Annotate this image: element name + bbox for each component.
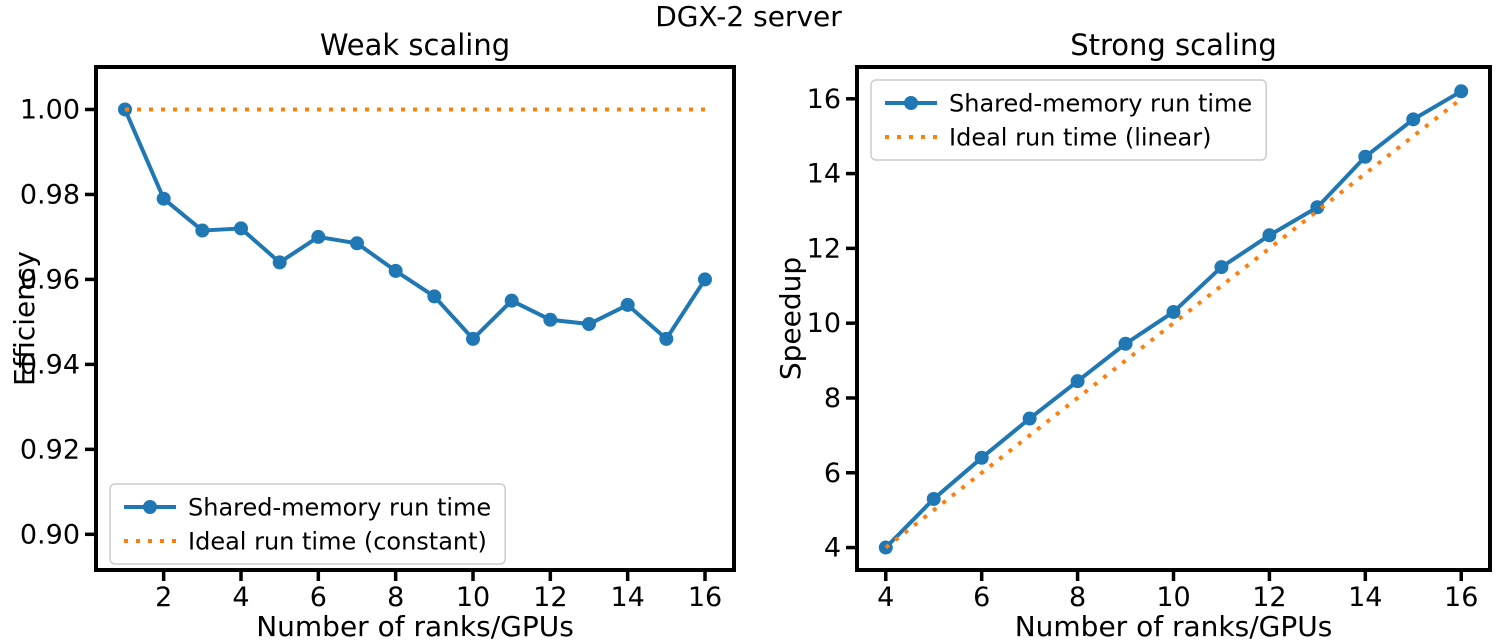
legend-label: Ideal run time (linear) xyxy=(949,124,1211,152)
data-point-marker xyxy=(1262,228,1277,243)
strong-scaling-plot: Strong scaling 4 6 8 10 12 14 16 4 6 8 10 12 14 16 Numb… xyxy=(774,28,1492,641)
subplot-title: Weak scaling xyxy=(320,28,510,62)
x-tick-label: 14 xyxy=(610,582,644,613)
y-tick-label: 4 xyxy=(824,533,841,564)
subplot-title: Strong scaling xyxy=(1070,28,1277,62)
legend: Shared-memory run time Ideal run time (co… xyxy=(109,483,506,565)
data-point-marker xyxy=(659,331,674,346)
y-tick-label: 0.98 xyxy=(20,179,80,210)
x-axis-label: Number of ranks/GPUs xyxy=(1015,610,1333,641)
y-tick-label: 0.94 xyxy=(20,349,80,380)
legend: Shared-memory run time Ideal run time (li… xyxy=(870,79,1267,161)
legend-label: Shared-memory run time xyxy=(949,90,1252,118)
y-tick-label: 16 xyxy=(807,84,841,115)
legend-box xyxy=(109,483,506,565)
x-tick-label: 10 xyxy=(456,582,490,613)
data-point-marker xyxy=(1358,149,1373,164)
y-tick-label: 0.96 xyxy=(20,264,80,295)
data-point-marker xyxy=(1406,112,1421,127)
data-point-marker xyxy=(466,331,480,346)
legend-label: Shared-memory run time xyxy=(188,494,491,522)
data-point-marker xyxy=(620,297,635,312)
legend-box xyxy=(870,79,1267,161)
y-tick-label: 12 xyxy=(807,233,841,264)
x-tick-label: 10 xyxy=(1156,582,1190,613)
data-point-marker xyxy=(350,236,364,251)
data-point-marker xyxy=(272,255,287,270)
data-point-marker xyxy=(504,293,519,308)
data-point-marker xyxy=(195,223,210,238)
x-tick-label: 8 xyxy=(387,582,404,613)
data-point-marker xyxy=(234,221,248,236)
data-point-marker xyxy=(878,540,893,555)
data-point-marker xyxy=(427,289,442,304)
x-tick-label: 14 xyxy=(1348,582,1382,613)
data-line xyxy=(123,108,707,341)
y-tick-label: 6 xyxy=(824,458,841,489)
legend-sample-marker xyxy=(904,96,918,110)
data-point-marker xyxy=(1118,336,1133,351)
ideal-line xyxy=(884,97,1463,550)
weak-scaling-plot: Weak scaling 2 4 6 8 10 12 14 16 0.90 0.92 0.94 0.96… xyxy=(8,28,736,641)
x-tick-label: 16 xyxy=(1444,582,1478,613)
y-tick-label: 8 xyxy=(824,383,841,414)
figure-suptitle: DGX-2 server xyxy=(655,0,842,33)
y-tick-label: 0.92 xyxy=(20,434,80,465)
data-point-marker xyxy=(698,272,712,287)
y-axis-label: Efficiency xyxy=(8,251,41,386)
data-point-marker xyxy=(974,450,989,465)
y-axis-label: Speedup xyxy=(774,257,807,380)
data-point-marker xyxy=(926,491,941,506)
data-point-marker xyxy=(1214,260,1229,275)
data-point-marker xyxy=(311,229,326,244)
data-point-marker xyxy=(1310,200,1325,215)
data-point-marker xyxy=(543,312,558,327)
data-point-marker xyxy=(1070,374,1085,389)
x-tick-label: 4 xyxy=(232,582,249,613)
x-axis-label: Number of ranks/GPUs xyxy=(256,610,574,641)
x-tick-label: 12 xyxy=(1252,582,1286,613)
x-tick-label: 6 xyxy=(310,582,327,613)
y-tick-label: 10 xyxy=(807,308,841,339)
data-point-marker xyxy=(1454,84,1469,99)
x-tick-label: 6 xyxy=(973,582,990,613)
data-point-marker xyxy=(156,191,171,206)
axes-frame xyxy=(855,65,1492,572)
y-tick-label: 0.90 xyxy=(20,519,80,550)
x-tick-label: 16 xyxy=(688,582,722,613)
x-tick-label: 2 xyxy=(155,582,172,613)
axes-frame xyxy=(94,65,736,572)
x-tick-label: 12 xyxy=(533,582,567,613)
x-tick-label: 8 xyxy=(1069,582,1086,613)
legend-sample-marker xyxy=(143,500,157,514)
x-tick-label: 4 xyxy=(877,582,894,613)
y-tick-label: 14 xyxy=(807,159,841,190)
y-tick-label: 1.00 xyxy=(20,94,80,125)
data-point-marker xyxy=(1166,304,1181,319)
legend-label: Ideal run time (constant) xyxy=(188,528,487,556)
data-point-marker xyxy=(1022,411,1037,426)
data-point-marker xyxy=(388,263,403,278)
data-point-marker xyxy=(582,317,596,332)
